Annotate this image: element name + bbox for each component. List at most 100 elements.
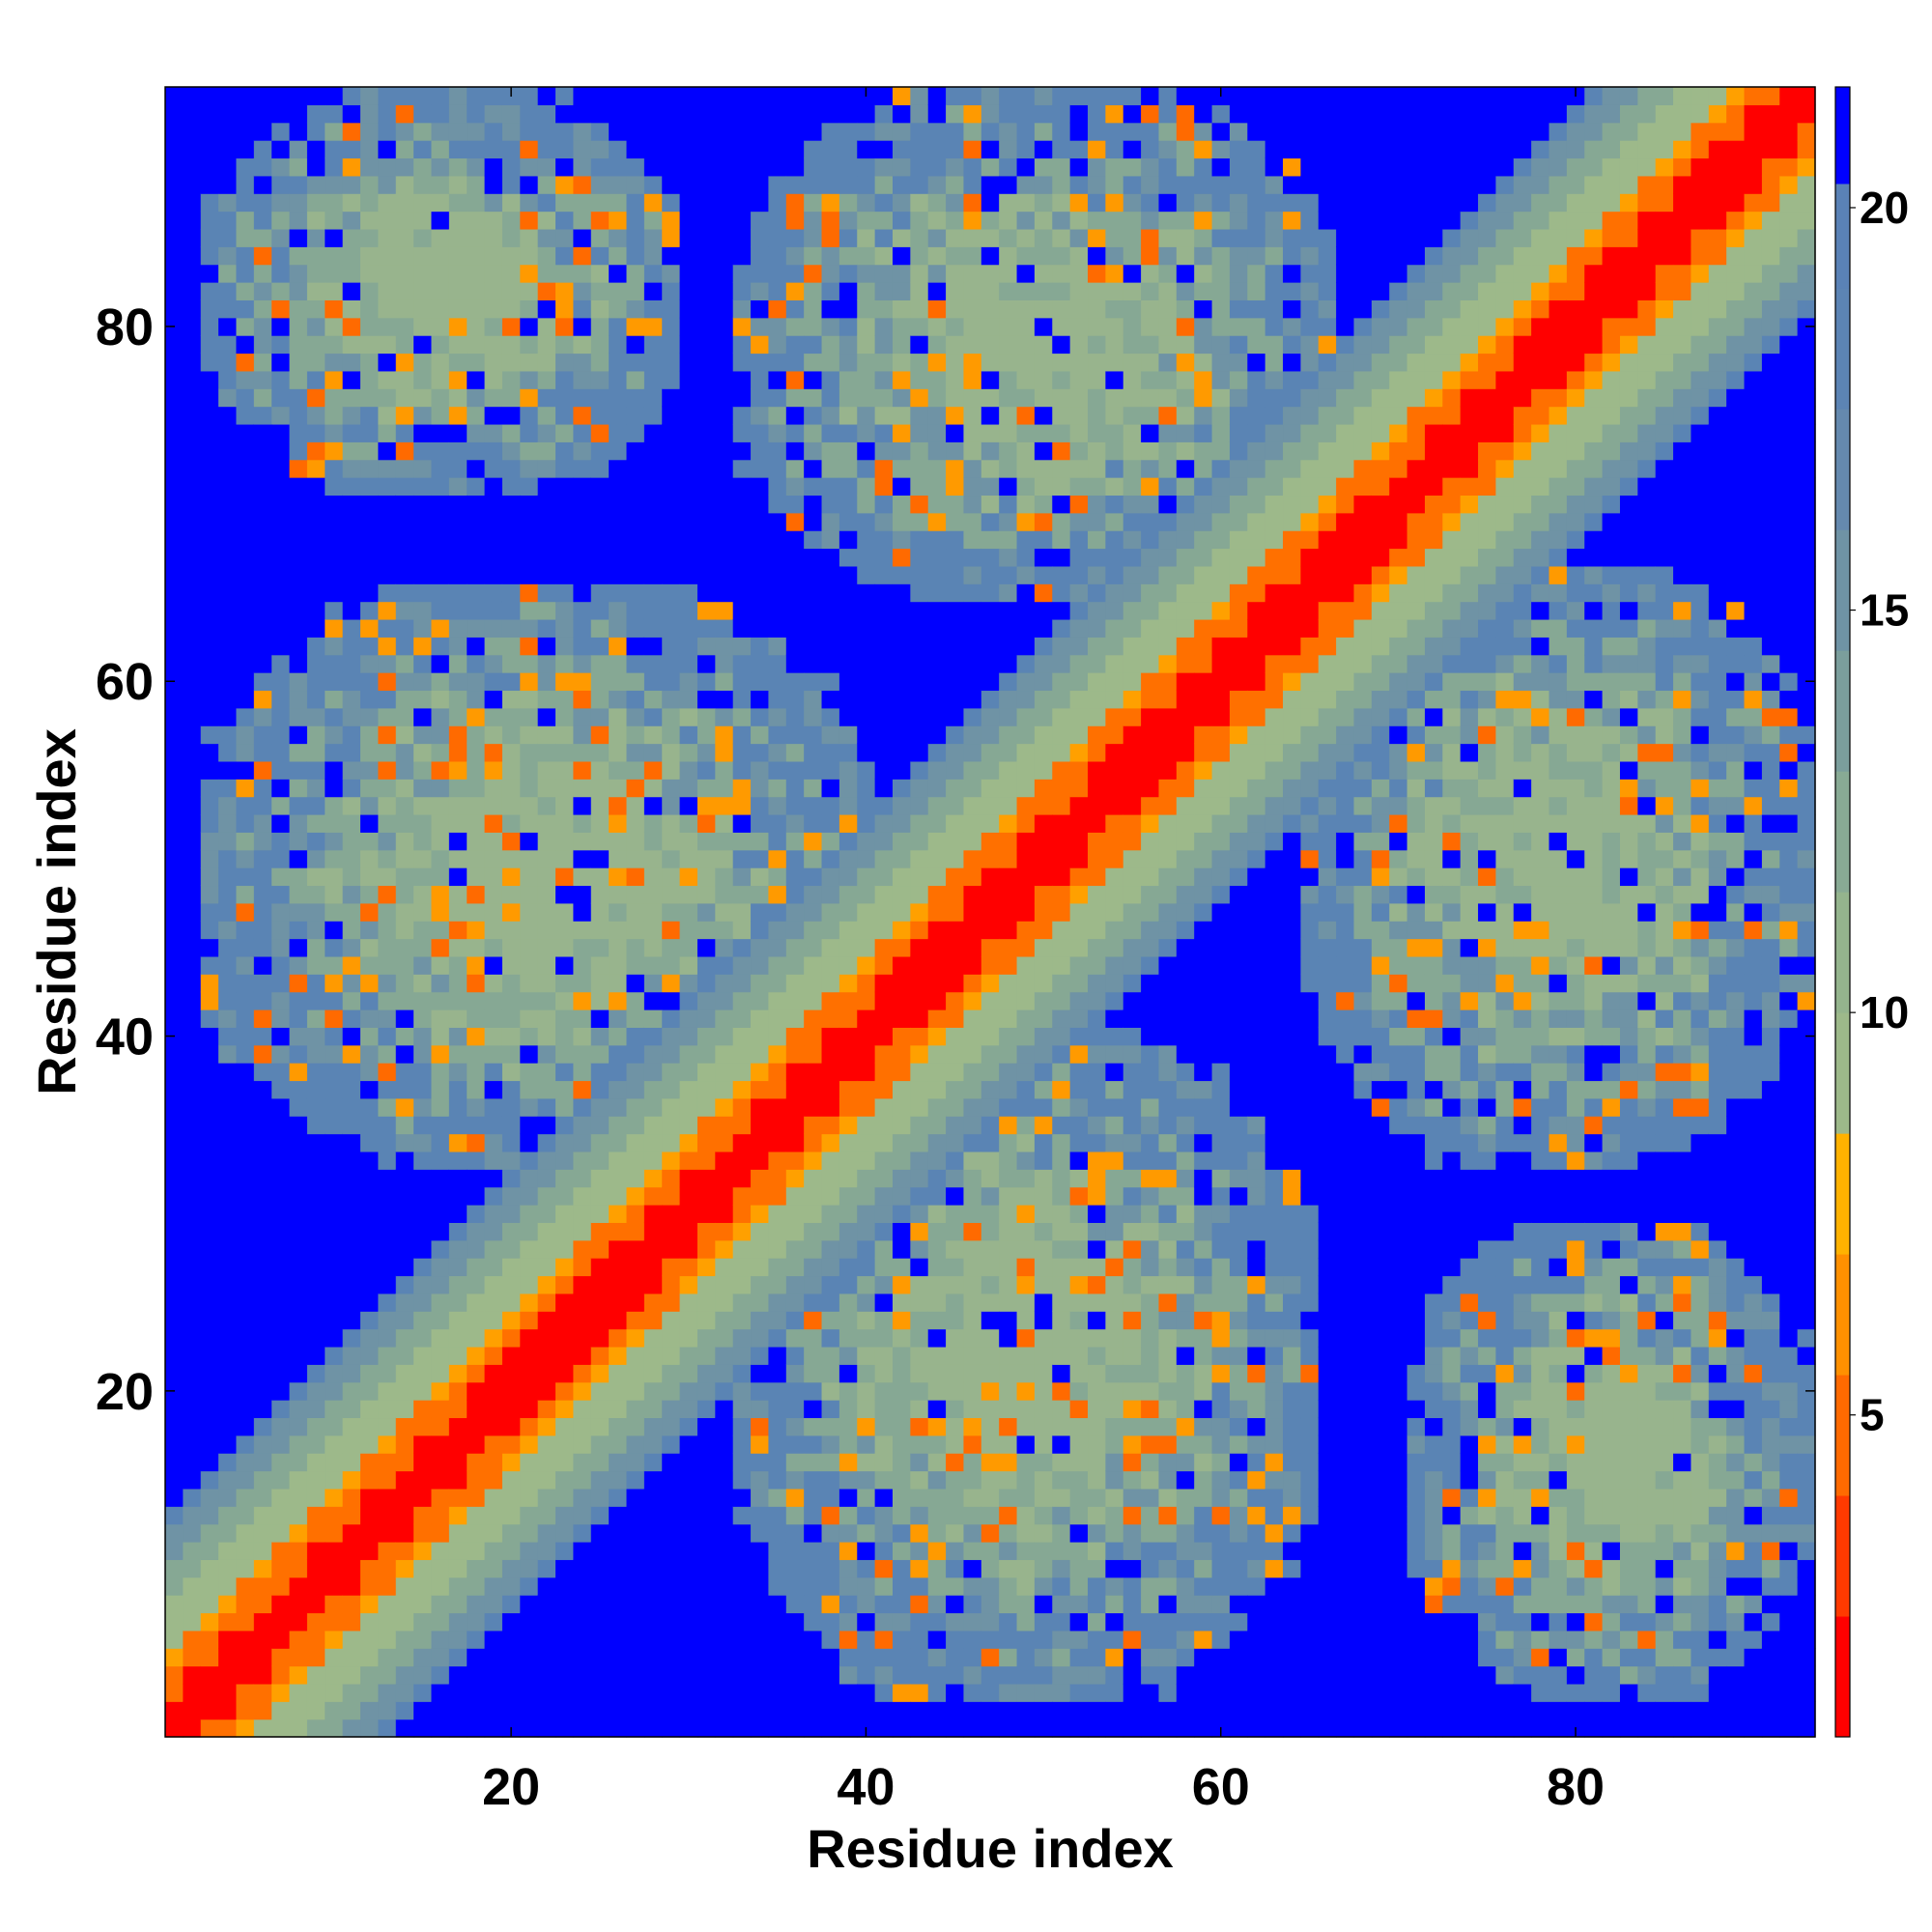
- heatmap-cell: [306, 122, 326, 141]
- heatmap-cell: [183, 796, 202, 815]
- heatmap-cell: [271, 388, 291, 408]
- heatmap-cell: [537, 264, 556, 283]
- heatmap-cell: [395, 87, 414, 105]
- heatmap-cell: [999, 1612, 1018, 1632]
- heatmap-cell: [236, 1080, 255, 1099]
- heatmap-cell: [467, 1169, 486, 1188]
- heatmap-cell: [980, 796, 1000, 815]
- heatmap-cell: [927, 1009, 947, 1028]
- heatmap-cell: [751, 353, 770, 372]
- heatmap-cell: [857, 1506, 876, 1525]
- heatmap-cell: [963, 779, 982, 798]
- heatmap-cell: [537, 1665, 556, 1685]
- heatmap-cell: [1088, 974, 1106, 993]
- heatmap-cell: [342, 690, 361, 709]
- heatmap-cell: [821, 1665, 840, 1685]
- heatmap-cell: [590, 1009, 610, 1028]
- heatmap-cell: [1034, 1346, 1053, 1365]
- heatmap-cell: [200, 867, 219, 887]
- heatmap-cell: [306, 1116, 326, 1135]
- heatmap-cell: [520, 157, 539, 177]
- heatmap-cell: [626, 1364, 645, 1383]
- heatmap-cell: [857, 902, 876, 922]
- heatmap-cell: [768, 796, 787, 815]
- heatmap-cell: [1052, 1063, 1071, 1082]
- heatmap-cell: [1034, 849, 1053, 868]
- heatmap-cell: [892, 1417, 911, 1436]
- heatmap-cell: [431, 1612, 450, 1632]
- heatmap-cell: [874, 565, 894, 584]
- heatmap-cell: [537, 1400, 556, 1419]
- heatmap-cell: [821, 264, 840, 283]
- heatmap-cell: [980, 902, 1000, 922]
- heatmap-cell: [573, 1523, 592, 1543]
- heatmap-cell: [271, 1523, 291, 1543]
- heatmap-cell: [874, 618, 894, 638]
- heatmap-cell: [1069, 1595, 1089, 1614]
- heatmap-cell: [857, 1595, 876, 1614]
- heatmap-cell: [821, 991, 840, 1010]
- heatmap-cell: [200, 87, 219, 105]
- heatmap-cell: [165, 530, 184, 550]
- heatmap-cell: [271, 1080, 291, 1099]
- heatmap-cell: [715, 211, 734, 230]
- heatmap-cell: [289, 441, 308, 461]
- heatmap-cell: [342, 654, 361, 673]
- heatmap-cell: [271, 637, 291, 656]
- heatmap-cell: [467, 122, 486, 141]
- heatmap-cell: [785, 353, 805, 372]
- heatmap-cell: [573, 1044, 592, 1064]
- heatmap-cell: [271, 565, 291, 584]
- heatmap-cell: [537, 725, 556, 745]
- heatmap-cell: [271, 299, 291, 319]
- heatmap-cell: [999, 1346, 1018, 1365]
- heatmap-cell: [573, 1577, 592, 1596]
- heatmap-cell: [1052, 1222, 1071, 1241]
- heatmap-cell: [253, 974, 272, 993]
- heatmap-cell: [484, 1630, 503, 1649]
- heatmap-cell: [1052, 1346, 1071, 1365]
- heatmap-cell: [1052, 1311, 1071, 1330]
- heatmap-cell: [785, 459, 805, 478]
- heatmap-cell: [609, 1063, 628, 1082]
- heatmap-cell: [360, 565, 379, 584]
- heatmap-cell: [467, 1133, 486, 1152]
- heatmap-cell: [413, 618, 433, 638]
- heatmap-cell: [662, 175, 681, 194]
- heatmap-cell: [910, 583, 929, 603]
- heatmap-cell: [431, 140, 450, 159]
- heatmap-cell: [679, 885, 698, 904]
- heatmap-cell: [804, 672, 823, 692]
- heatmap-cell: [218, 1222, 238, 1241]
- heatmap-cell: [1016, 459, 1036, 478]
- heatmap-cell: [857, 637, 876, 656]
- heatmap-cell: [395, 1400, 414, 1419]
- heatmap-cell: [768, 1116, 787, 1135]
- heatmap-cell: [342, 1027, 361, 1046]
- heatmap-cell: [431, 743, 450, 762]
- heatmap-cell: [520, 618, 539, 638]
- heatmap-cell: [236, 1275, 255, 1294]
- heatmap-cell: [643, 690, 663, 709]
- heatmap-cell: [927, 1701, 947, 1720]
- heatmap-cell: [609, 1169, 628, 1188]
- heatmap-cell: [679, 1665, 698, 1685]
- heatmap-cell: [768, 1612, 787, 1632]
- heatmap-cell: [360, 1381, 379, 1401]
- heatmap-cell: [643, 299, 663, 319]
- heatmap-cell: [1052, 353, 1071, 372]
- heatmap-cell: [1052, 246, 1071, 266]
- heatmap-cell: [626, 1009, 645, 1028]
- heatmap-cell: [874, 317, 894, 336]
- heatmap-cell: [590, 1701, 610, 1720]
- heatmap-cell: [448, 1151, 468, 1170]
- heatmap-cell: [821, 867, 840, 887]
- heatmap-cell: [946, 1665, 965, 1685]
- heatmap-cell: [1052, 1595, 1071, 1614]
- heatmap-cell: [165, 1044, 184, 1064]
- heatmap-cell: [165, 902, 184, 922]
- heatmap-cell: [484, 87, 503, 105]
- heatmap-cell: [1088, 228, 1106, 247]
- heatmap-cell: [662, 654, 681, 673]
- heatmap-cell: [1105, 1612, 1124, 1632]
